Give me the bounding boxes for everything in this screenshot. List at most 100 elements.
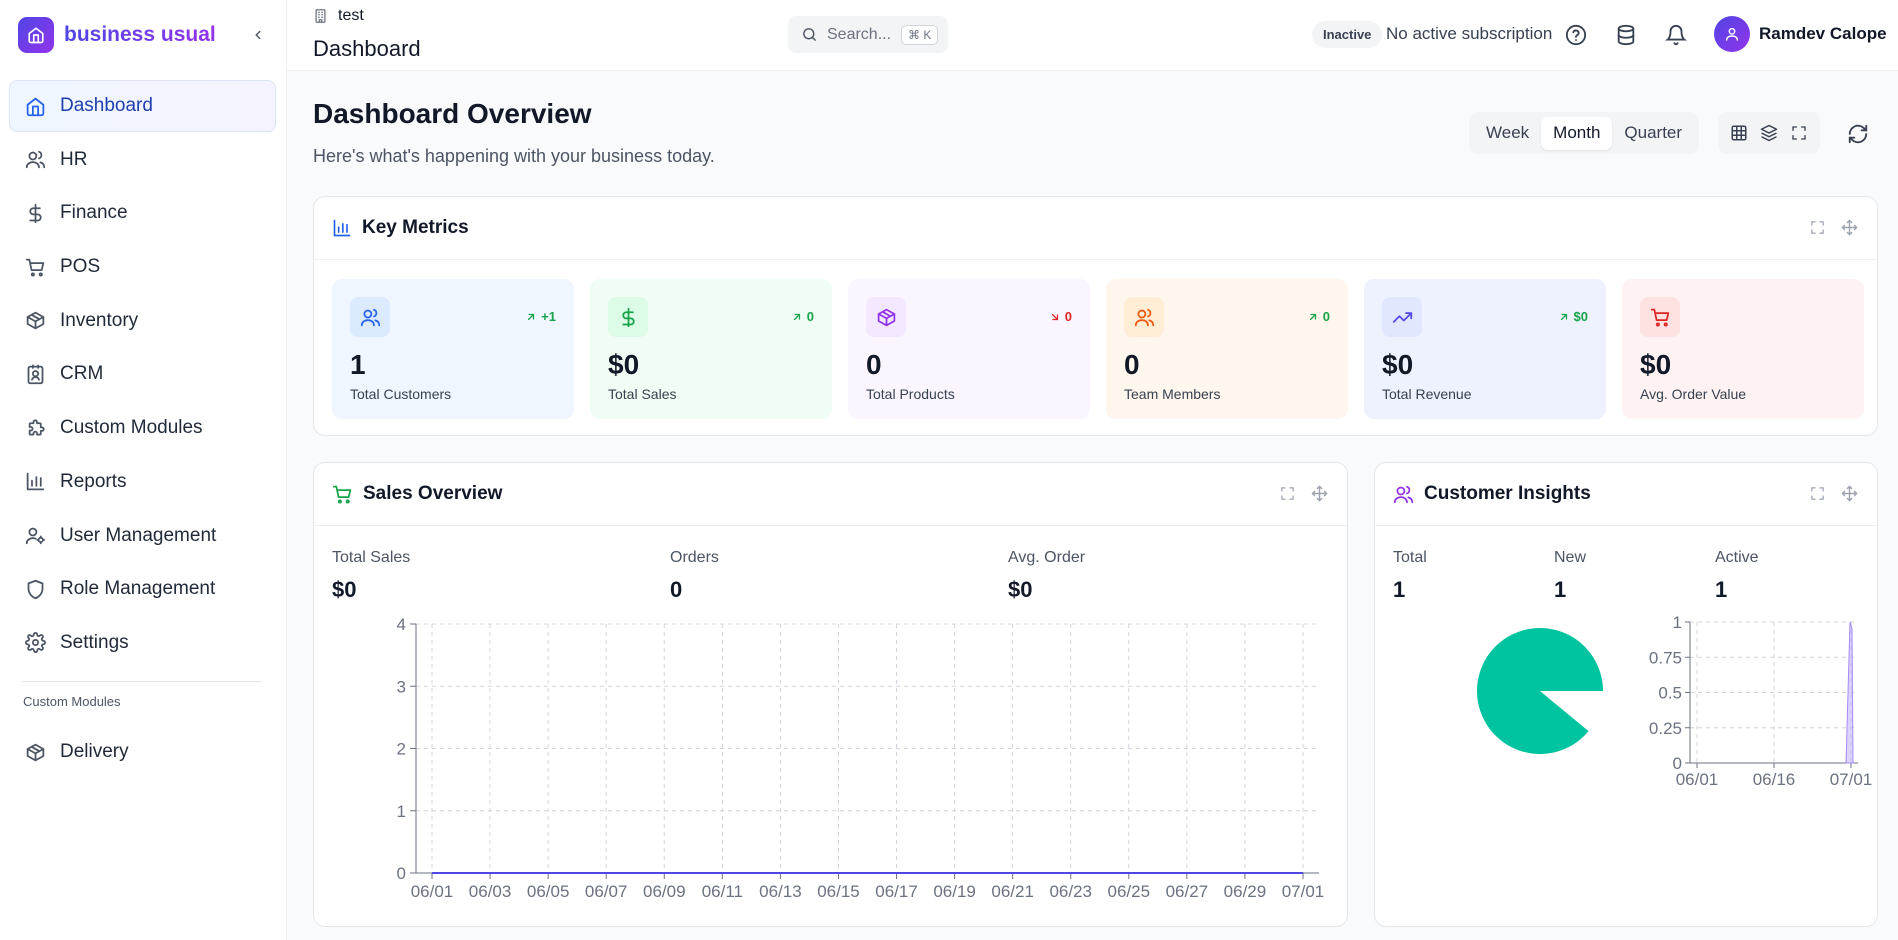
metric-card-avg-order-value[interactable]: $0 Avg. Order Value <box>1622 279 1864 419</box>
sidebar-item-reports[interactable]: Reports <box>9 456 276 508</box>
stat-label: Total <box>1393 549 1427 566</box>
x-tick-label: 06/25 <box>1108 882 1151 901</box>
period-selector: Week Month Quarter <box>1469 112 1699 154</box>
shield-icon <box>24 578 46 600</box>
arrow-up-right-icon <box>525 311 537 323</box>
x-tick-label: 06/13 <box>759 882 802 901</box>
dollar-icon <box>608 297 648 337</box>
metric-card-total-customers[interactable]: +1 1 Total Customers <box>332 279 574 419</box>
search-icon <box>801 26 818 43</box>
fullscreen-icon[interactable] <box>1786 120 1812 146</box>
cart-icon <box>1640 297 1680 337</box>
grid-icon[interactable] <box>1726 120 1752 146</box>
period-quarter-button[interactable]: Quarter <box>1624 123 1683 142</box>
metric-card-total-revenue[interactable]: $0 $0 Total Revenue <box>1364 279 1606 419</box>
x-tick-label: 06/09 <box>643 882 686 901</box>
metric-label: Total Products <box>866 386 955 402</box>
stat-value: 0 <box>670 577 683 602</box>
sidebar-item-label: Finance <box>60 202 128 224</box>
metric-card-team-members[interactable]: 0 0 Team Members <box>1106 279 1348 419</box>
package-icon <box>24 310 46 332</box>
card-title: Sales Overview <box>363 483 503 504</box>
org-switcher[interactable]: test <box>313 7 364 25</box>
trend-indicator: 0 <box>1307 309 1330 324</box>
expand-icon[interactable] <box>1807 483 1827 503</box>
status-badge: Inactive <box>1312 21 1383 48</box>
sidebar-item-label: Settings <box>60 631 129 653</box>
stat-value: 1 <box>1554 577 1567 602</box>
sidebar-item-user-management[interactable]: User Management <box>9 510 276 562</box>
overview-title: Dashboard Overview <box>313 98 592 129</box>
nav-section-label: Custom Modules <box>23 694 121 709</box>
bell-icon[interactable] <box>1662 21 1690 49</box>
search-placeholder: Search... <box>827 25 892 43</box>
trend-value: $0 <box>1573 309 1588 324</box>
trend-value: 0 <box>1064 309 1072 324</box>
help-icon[interactable] <box>1562 21 1590 49</box>
expand-icon[interactable] <box>1807 217 1827 237</box>
stat-value: $0 <box>1008 577 1033 602</box>
user-name[interactable]: Ramdev Calope <box>1759 24 1887 43</box>
sidebar-item-label: User Management <box>60 524 217 546</box>
stat-label: Orders <box>670 549 719 566</box>
x-tick-label: 06/29 <box>1224 882 1267 901</box>
x-tick-label: 06/03 <box>469 882 512 901</box>
area-spike <box>1845 621 1854 764</box>
sidebar-item-label: Dashboard <box>60 95 153 116</box>
sidebar-item-pos[interactable]: POS <box>9 241 276 293</box>
arrow-up-right-icon <box>1307 311 1319 323</box>
stat-value: 1 <box>1715 577 1728 602</box>
search-shortcut: ⌘ K <box>901 24 939 45</box>
cart-icon <box>24 256 46 278</box>
stat-value: $0 <box>332 577 357 602</box>
move-icon[interactable] <box>1309 483 1329 503</box>
trend-value: +1 <box>541 309 556 324</box>
sidebar-item-hr[interactable]: HR <box>9 134 276 186</box>
move-icon[interactable] <box>1839 483 1859 503</box>
period-month-button[interactable]: Month <box>1541 116 1613 150</box>
metric-label: Total Sales <box>608 386 677 402</box>
x-tick-label: 07/01 <box>1830 770 1873 789</box>
sidebar-item-label: HR <box>60 148 88 170</box>
sidebar-item-custom-modules[interactable]: Custom Modules <box>9 402 276 454</box>
expand-icon[interactable] <box>1277 483 1297 503</box>
brand[interactable]: business usual <box>18 17 268 53</box>
users-icon <box>1393 484 1414 505</box>
trending-up-icon <box>1382 297 1422 337</box>
metric-value: 0 <box>1124 349 1140 380</box>
search-input[interactable]: Search... ⌘ K <box>788 16 948 53</box>
x-tick-label: 06/15 <box>817 882 860 901</box>
refresh-icon[interactable] <box>1844 120 1872 148</box>
x-tick-label: 06/17 <box>875 882 918 901</box>
arrow-down-right-icon <box>1049 311 1061 323</box>
metric-card-total-products[interactable]: 0 0 Total Products <box>848 279 1090 419</box>
sidebar-custom-modules: Delivery <box>9 726 276 780</box>
sidebar-item-inventory[interactable]: Inventory <box>9 295 276 347</box>
card-title: Key Metrics <box>362 217 469 238</box>
stat-label: Total Sales <box>332 549 411 566</box>
chevron-left-icon[interactable] <box>248 25 268 45</box>
trend-indicator: 0 <box>1049 309 1072 324</box>
sidebar-item-finance[interactable]: Finance <box>9 187 276 239</box>
metric-value: $0 <box>1640 349 1672 380</box>
stat-value: 1 <box>1393 577 1406 602</box>
database-icon[interactable] <box>1612 21 1640 49</box>
y-tick-label: 0 <box>1673 754 1682 773</box>
x-tick-label: 06/01 <box>411 882 454 901</box>
metric-card-total-sales[interactable]: 0 $0 Total Sales <box>590 279 832 419</box>
users-icon <box>24 149 46 171</box>
layers-icon[interactable] <box>1756 120 1782 146</box>
sidebar-item-delivery[interactable]: Delivery <box>9 726 276 778</box>
puzzle-icon <box>24 417 46 439</box>
avatar[interactable] <box>1714 16 1750 52</box>
y-tick-label: 3 <box>397 677 406 696</box>
sidebar-item-crm[interactable]: CRM <box>9 348 276 400</box>
sidebar-item-dashboard[interactable]: Dashboard <box>9 80 276 132</box>
view-toolbar <box>1718 112 1820 154</box>
move-icon[interactable] <box>1839 217 1859 237</box>
sidebar-item-role-management[interactable]: Role Management <box>9 563 276 615</box>
period-week-button[interactable]: Week <box>1486 123 1530 142</box>
sales-overview-card: Sales Overview Total Sales $0 Orders 0 A… <box>313 462 1348 927</box>
sidebar-item-settings[interactable]: Settings <box>9 617 276 669</box>
metric-value: $0 <box>608 349 640 380</box>
